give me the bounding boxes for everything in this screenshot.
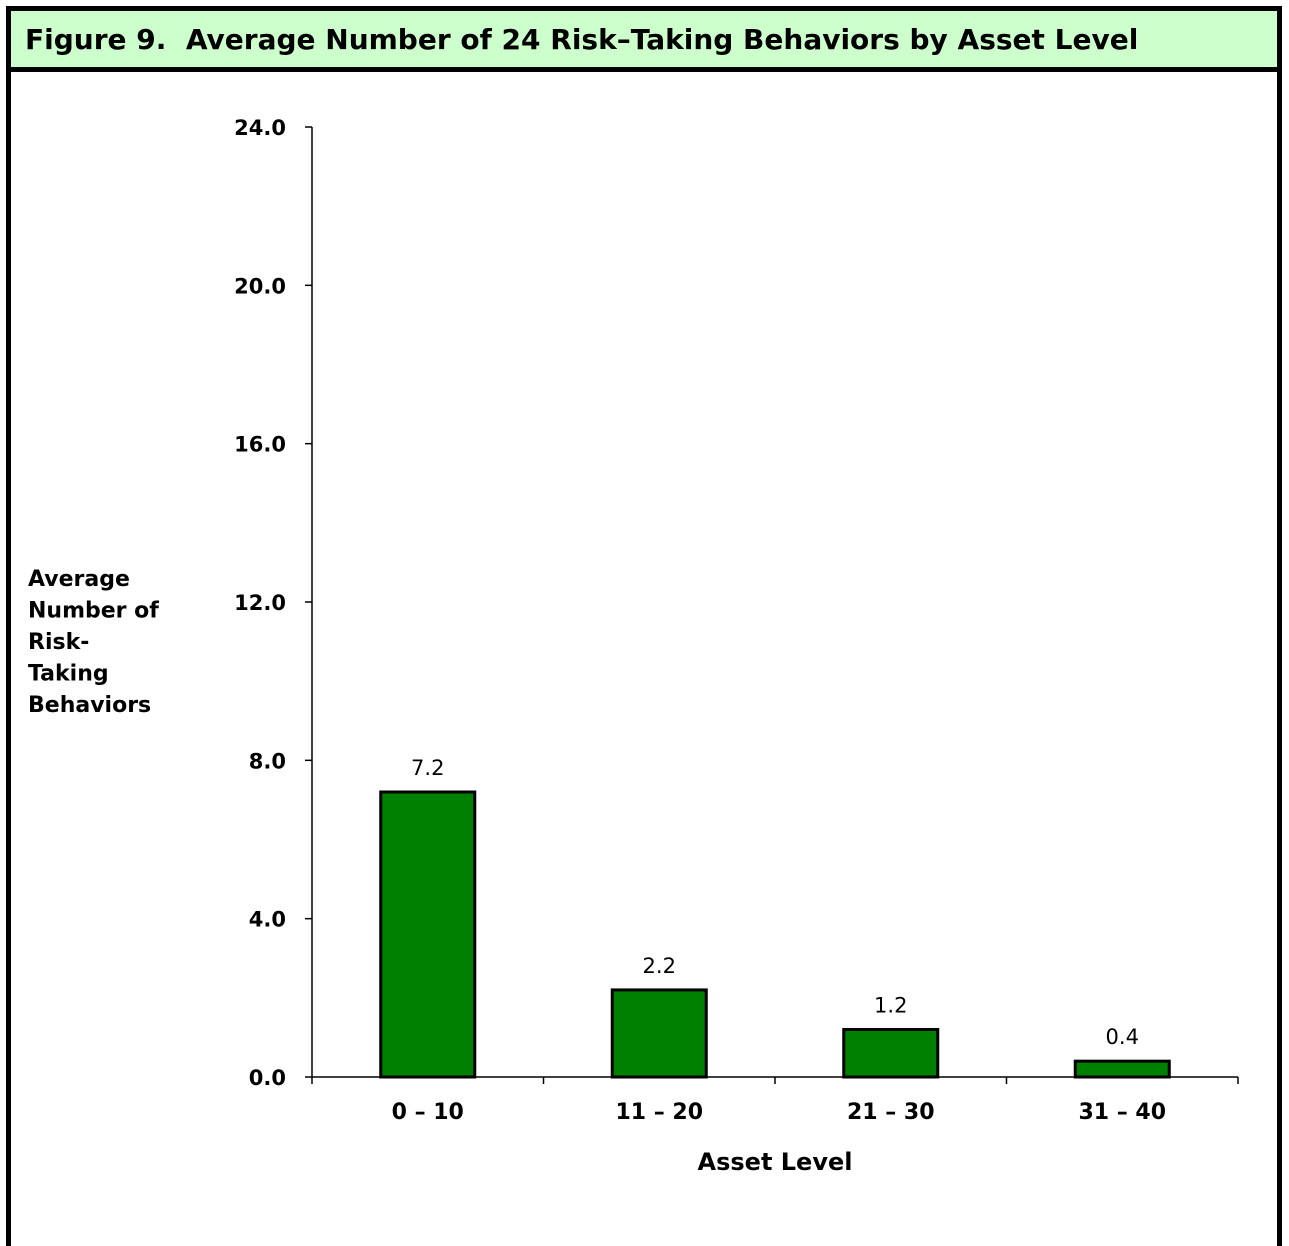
data-label: 7.2 [411,756,444,780]
bar [379,790,477,1079]
figure-title: Figure 9. Average Number of 24 Risk–Taki… [11,11,1277,72]
y-tick-label: 20.0 [234,274,286,298]
data-label: 1.2 [874,994,907,1018]
y-tick-label: 0.0 [249,1066,286,1090]
figure-frame: Figure 9. Average Number of 24 Risk–Taki… [6,6,1282,1246]
y-axis-label-line: Average [28,567,130,592]
y-axis-label-line: Taking [28,662,109,687]
x-tick-label: 21 – 30 [847,1100,935,1125]
bar [842,1028,940,1079]
data-label: 2.2 [643,954,676,978]
y-tick-label: 16.0 [234,433,286,457]
y-tick-label: 12.0 [234,591,286,615]
x-tick-label: 31 – 40 [1078,1100,1166,1125]
x-tick-label: 11 – 20 [615,1100,703,1125]
y-axis-label: Average Number of Risk- Taking Behaviors [28,567,159,718]
bar [610,988,708,1079]
x-tick-label: 0 – 10 [392,1100,464,1125]
y-axis-label-line: Risk- [28,630,89,655]
y-axis-label-line: Number of [28,599,159,624]
y-tick-label: 24.0 [234,116,286,140]
x-axis-label: Asset Level [698,1148,853,1176]
data-label: 0.4 [1106,1025,1139,1049]
bar [1073,1059,1171,1079]
y-tick-label: 4.0 [249,908,286,932]
y-tick-label: 8.0 [249,749,286,773]
y-axis-label-line: Behaviors [28,693,151,718]
